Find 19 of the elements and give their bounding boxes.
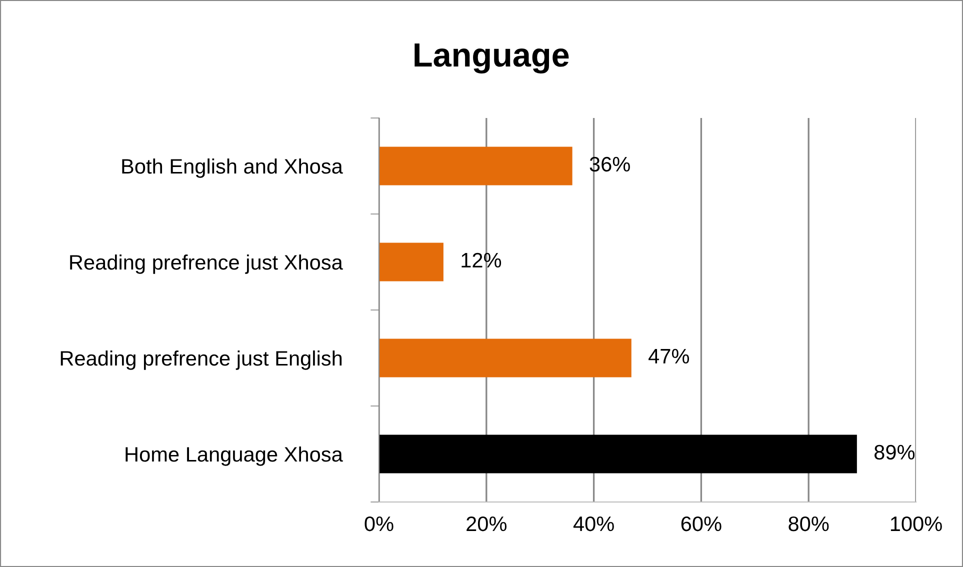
data-label: 36% bbox=[590, 156, 630, 172]
bar bbox=[379, 338, 632, 378]
x-tick-label: 60% bbox=[681, 516, 722, 532]
bar bbox=[379, 146, 572, 186]
chart-title: Language bbox=[414, 44, 569, 74]
x-tick-label: 0% bbox=[364, 516, 394, 532]
bar bbox=[379, 434, 857, 474]
data-label: 47% bbox=[648, 348, 690, 364]
y-tick-label: Both English and Xhosa bbox=[122, 158, 343, 178]
y-tick-label: Reading prefrence just Xhosa bbox=[70, 254, 343, 274]
x-tick-label: 80% bbox=[788, 516, 829, 532]
data-label: 12% bbox=[462, 252, 502, 268]
y-tick-label: Home Language Xhosa bbox=[126, 446, 343, 466]
bar bbox=[379, 242, 444, 282]
data-label: 89% bbox=[874, 444, 915, 460]
x-tick-label: 40% bbox=[573, 516, 614, 532]
x-tick-label: 20% bbox=[466, 516, 507, 532]
x-tick-label: 100% bbox=[890, 516, 942, 532]
y-tick-label: Reading prefrence just English bbox=[60, 350, 342, 370]
